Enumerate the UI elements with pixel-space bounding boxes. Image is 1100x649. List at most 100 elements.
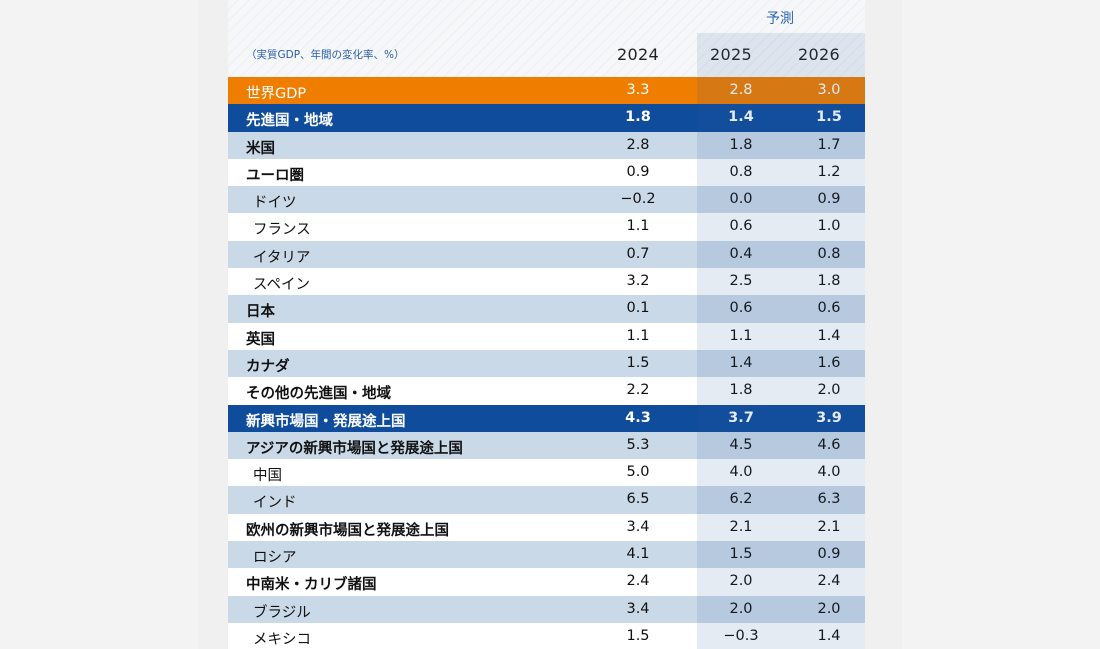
table-row: 日本 0.1 0.6 0.6 <box>228 295 865 323</box>
cell-2024: 1.1 <box>626 327 650 344</box>
cell-2026: 1.4 <box>817 327 841 344</box>
cell-2025: 4.0 <box>729 464 753 481</box>
cell-2026: 1.7 <box>817 136 841 153</box>
row-label: 米国 <box>246 140 275 157</box>
cell-2026: 4.0 <box>817 464 841 481</box>
table-row: 世界GDP 3.3 2.8 3.0 <box>228 77 865 105</box>
cell-2024: 1.5 <box>626 354 650 371</box>
cell-2024: 2.2 <box>626 382 650 399</box>
cell-2024: 4.1 <box>626 546 650 563</box>
table-row: アジアの新興市場国と発展途上国 5.3 4.5 4.6 <box>228 431 865 460</box>
cell-2024: 3.2 <box>626 273 650 290</box>
row-label: スペイン <box>253 277 310 294</box>
row-label: メキシコ <box>253 631 311 648</box>
column-header-2024: 2024 <box>617 45 659 64</box>
table-row: 中南米・カリブ諸国 2.4 2.0 2.4 <box>228 568 865 596</box>
cell-2024: 3.3 <box>626 82 650 98</box>
row-label: ロシア <box>253 550 297 567</box>
cell-2025: 1.8 <box>729 136 753 153</box>
cell-2024: 0.1 <box>626 300 650 317</box>
cell-2026: 1.5 <box>816 109 842 126</box>
table-row: イタリア 0.7 0.4 0.8 <box>228 240 865 269</box>
cell-2026: 4.6 <box>817 436 841 453</box>
cell-2026: 0.9 <box>817 191 841 208</box>
cell-2026: 2.4 <box>817 573 841 590</box>
cell-2026: 2.0 <box>817 600 841 617</box>
cell-2025: 1.4 <box>729 354 753 371</box>
table-row: 先進国・地域 1.8 1.4 1.5 <box>228 104 865 132</box>
cell-2025: 0.6 <box>729 300 753 317</box>
cell-2025: −0.3 <box>723 627 759 644</box>
table-row: その他の先進国・地域 2.2 1.8 2.0 <box>228 377 865 405</box>
cell-2026: 3.0 <box>817 82 841 98</box>
table-row: インド 6.5 6.2 6.3 <box>228 486 865 514</box>
cell-2026: 1.0 <box>817 218 841 235</box>
row-label: カナダ <box>246 358 290 375</box>
cell-2025: 2.5 <box>729 273 753 290</box>
gdp-table-card: 予測 （実質GDP、年間の変化率、%） 2024 2025 2026 世界GDP… <box>228 0 865 649</box>
table-body: 世界GDP 3.3 2.8 3.0 先進国・地域 1.8 1.4 1.5 米国 2.8 1.8 1.7… <box>228 77 865 649</box>
row-label: 日本 <box>246 304 275 321</box>
row-label: その他の先進国・地域 <box>246 386 391 403</box>
cell-2026: 2.1 <box>817 518 841 535</box>
cell-2024: −0.2 <box>620 191 656 208</box>
cell-2024: 6.5 <box>626 491 650 508</box>
table-row: カナダ 1.5 1.4 1.6 <box>228 349 865 378</box>
cell-2024: 2.8 <box>626 136 650 153</box>
cell-2024: 4.3 <box>625 409 651 426</box>
row-label: ユーロ圏 <box>246 167 304 184</box>
header-background <box>228 0 865 77</box>
row-label: 中国 <box>253 468 282 485</box>
cell-2024: 1.5 <box>626 627 650 644</box>
cell-2025: 1.5 <box>729 546 753 563</box>
cell-2024: 5.3 <box>626 436 650 453</box>
table-row: 新興市場国・発展途上国 4.3 3.7 3.9 <box>228 404 865 432</box>
table-row: ドイツ −0.2 0.0 0.9 <box>228 186 865 214</box>
cell-2025: 2.1 <box>729 518 753 535</box>
forecast-label: 予測 <box>766 11 794 27</box>
column-header-2025: 2025 <box>710 45 752 64</box>
cell-2025: 0.4 <box>729 245 753 262</box>
cell-2024: 2.4 <box>626 573 650 590</box>
table-row: 欧州の新興市場国と発展途上国 3.4 2.1 2.1 <box>228 513 865 542</box>
table-row: ブラジル 3.4 2.0 2.0 <box>228 595 865 623</box>
cell-2025: 2.0 <box>729 600 753 617</box>
cell-2025: 1.1 <box>729 327 753 344</box>
table-row: フランス 1.1 0.6 1.0 <box>228 213 865 241</box>
cell-2026: 0.6 <box>817 300 841 317</box>
row-label: 新興市場国・発展途上国 <box>246 413 406 430</box>
cell-2025: 4.5 <box>729 436 753 453</box>
table-row: ロシア 4.1 1.5 0.9 <box>228 541 865 569</box>
table-row: メキシコ 1.5 −0.3 1.4 <box>228 622 865 649</box>
cell-2025: 2.0 <box>729 573 753 590</box>
cell-2026: 0.8 <box>817 245 841 262</box>
row-label: ドイツ <box>253 195 297 212</box>
cell-2026: 6.3 <box>817 491 841 508</box>
row-label: 英国 <box>246 331 275 348</box>
cell-2025: 2.8 <box>729 82 753 98</box>
row-label: アジアの新興市場国と発展途上国 <box>246 440 463 457</box>
row-label: 先進国・地域 <box>246 113 333 130</box>
row-label: 世界GDP <box>246 86 307 102</box>
table-row: ユーロ圏 0.9 0.8 1.2 <box>228 158 865 187</box>
cell-2025: 3.7 <box>728 409 754 426</box>
cell-2024: 5.0 <box>626 464 650 481</box>
row-label: フランス <box>253 222 311 239</box>
row-label: 欧州の新興市場国と発展途上国 <box>246 522 449 539</box>
cell-2025: 0.8 <box>729 163 753 180</box>
cell-2026: 2.0 <box>817 382 841 399</box>
cell-2026: 3.9 <box>816 409 842 426</box>
cell-2026: 1.4 <box>817 627 841 644</box>
cell-2026: 0.9 <box>817 546 841 563</box>
row-label: インド <box>253 495 297 512</box>
cell-2025: 1.4 <box>728 109 754 126</box>
cell-2025: 6.2 <box>729 491 753 508</box>
cell-2024: 3.4 <box>626 600 650 617</box>
cell-2026: 1.6 <box>817 354 841 371</box>
row-label: イタリア <box>253 249 311 266</box>
cell-2024: 1.1 <box>626 218 650 235</box>
cell-2025: 0.0 <box>729 191 753 208</box>
cell-2025: 0.6 <box>729 218 753 235</box>
cell-2025: 1.8 <box>729 382 753 399</box>
cell-2024: 0.7 <box>626 245 650 262</box>
